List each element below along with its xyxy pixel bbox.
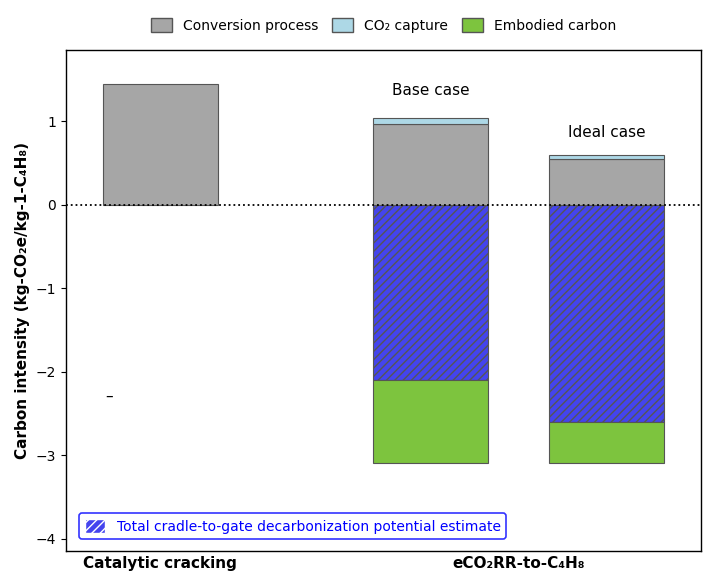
Bar xyxy=(103,84,218,205)
Bar xyxy=(373,124,488,205)
Bar xyxy=(549,159,664,205)
Bar xyxy=(549,422,664,464)
Y-axis label: Carbon intensity (kg-CO₂e/kg-1-C₄H₈): Carbon intensity (kg-CO₂e/kg-1-C₄H₈) xyxy=(15,142,30,459)
Legend: Total cradle-to-gate decarbonization potential estimate: Total cradle-to-gate decarbonization pot… xyxy=(79,513,506,539)
Text: Ideal case: Ideal case xyxy=(568,124,645,139)
Bar xyxy=(549,205,664,422)
Bar xyxy=(373,205,488,380)
Bar xyxy=(549,155,664,159)
Bar xyxy=(373,380,488,464)
Text: –: – xyxy=(105,389,113,404)
Text: Base case: Base case xyxy=(392,83,470,98)
Bar xyxy=(373,118,488,124)
